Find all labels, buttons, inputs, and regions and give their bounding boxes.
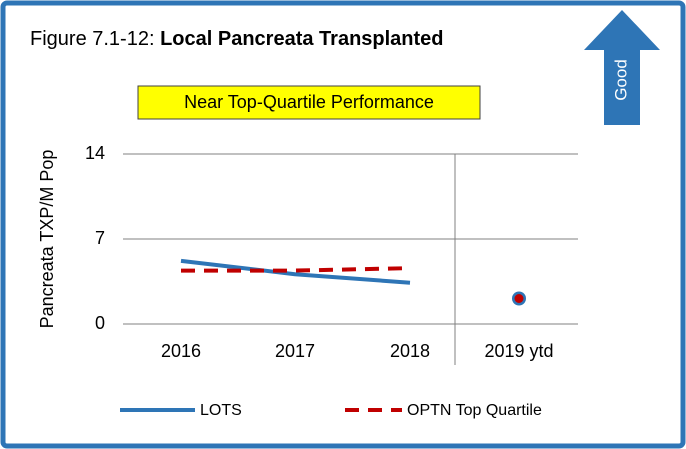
series-line	[180, 258, 411, 285]
legend-label: LOTS	[200, 402, 242, 419]
x-tick-label: 2017	[275, 341, 315, 361]
legend-label: OPTN Top Quartile	[407, 402, 542, 419]
title: Local Pancreata Transplanted	[160, 28, 443, 50]
x-tick-label: 2019 ytd	[484, 341, 553, 361]
x-tick-label: 2018	[390, 341, 430, 361]
y-tick-label: 14	[85, 143, 105, 163]
y-tick-label: 0	[95, 313, 105, 333]
chart-title: Figure 7.1-12: Local Pancreata Transplan…	[30, 28, 444, 50]
series-line	[181, 266, 411, 273]
figure-label: Figure 7.1-12:	[30, 28, 155, 50]
good-label: Good	[611, 59, 630, 101]
good-arrow	[584, 10, 660, 125]
ytd-marker	[514, 294, 524, 303]
annotation: Near Top-Quartile Performance	[184, 92, 434, 112]
y-axis-label: Pancreata TXP/M Pop	[37, 150, 57, 329]
y-tick-label: 7	[95, 228, 105, 248]
annotation-box	[137, 85, 481, 120]
x-tick-label: 2016	[161, 341, 201, 361]
